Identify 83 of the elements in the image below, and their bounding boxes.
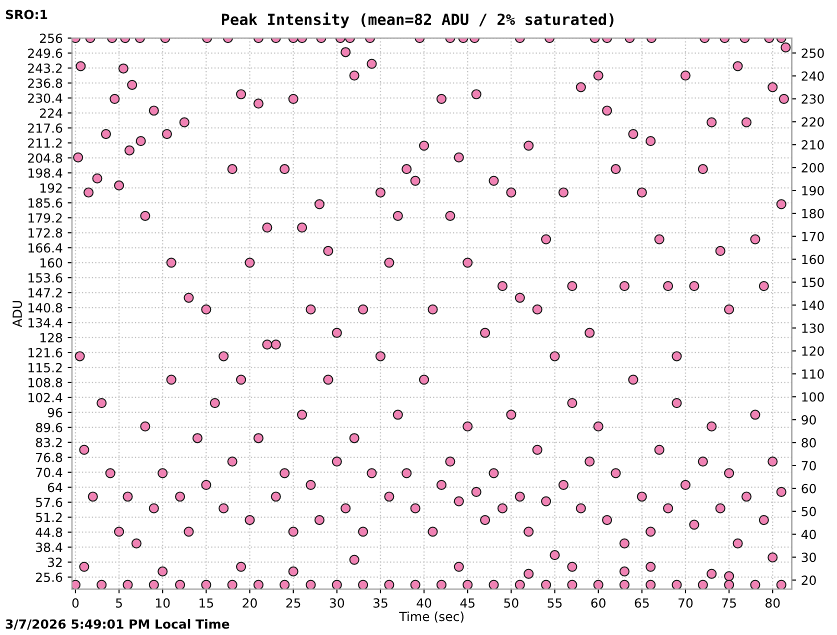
y-tick-label: 51.2 — [36, 512, 62, 522]
x-tick-label: 75 — [722, 598, 736, 608]
y-tick-label: 128 — [40, 333, 62, 342]
y2-tick-label: 30 — [802, 552, 816, 562]
y2-tick-label: 60 — [802, 484, 816, 494]
y-tick-label: 96 — [48, 408, 62, 418]
x-tick-label: 25 — [286, 598, 300, 608]
y-tick-label: 185.6 — [28, 198, 62, 208]
y2-tick-label: 110 — [802, 369, 824, 379]
x-tick-label: 55 — [548, 598, 562, 608]
y2-tick-label: 150 — [802, 278, 824, 288]
y-tick-label: 140.8 — [28, 303, 62, 313]
y-tick-label: 115.2 — [28, 362, 62, 372]
y-tick-label: 160 — [40, 258, 62, 268]
x-tick-label: 35 — [373, 598, 388, 608]
y-tick-label: 64 — [48, 482, 62, 492]
y-tick-label: 256 — [40, 34, 62, 44]
y2-tick-label: 70 — [802, 460, 816, 470]
x-tick-label: 60 — [591, 598, 606, 608]
x-tick-label: 5 — [116, 598, 122, 608]
y-tick-label: 192 — [40, 183, 62, 193]
y2-tick-label: 50 — [802, 506, 816, 516]
y-tick-label: 32 — [48, 558, 62, 568]
y2-tick-label: 130 — [802, 323, 824, 333]
y-tick-label: 249.6 — [28, 48, 62, 58]
y-tick-label: 121.6 — [28, 348, 62, 358]
y-tick-label: 166.4 — [28, 243, 62, 253]
y2-tick-label: 210 — [802, 140, 824, 150]
y-tick-label: 83.2 — [36, 438, 62, 448]
text: SRO:1 — [6, 10, 48, 20]
y2-tick-label: 40 — [801, 530, 816, 540]
y-tick-label: 198.4 — [28, 168, 62, 178]
x-tick-label: 10 — [156, 598, 170, 608]
y2-tick-label: 250 — [802, 48, 824, 58]
y-tick-label: 147.2 — [28, 288, 62, 298]
x-tick-label: 65 — [634, 598, 649, 608]
x-tick-label: 15 — [200, 598, 214, 608]
y-tick-label: 172.8 — [28, 228, 62, 238]
y-tick-label: 44.8 — [36, 528, 62, 538]
chart-title: Peak Intensity (mean=82 ADU / 2% saturated) — [222, 12, 614, 28]
y-tick-label: 134.4 — [28, 318, 62, 328]
y-tick-label: 217.6 — [28, 123, 62, 133]
y2-tick-label: 230 — [802, 94, 824, 104]
y-tick-label: 224 — [40, 108, 62, 118]
y-tick-label: 108.8 — [28, 378, 62, 388]
y2-tick-label: 160 — [802, 254, 824, 264]
y-tick-label: 204.8 — [28, 153, 62, 163]
y2-tick-label: 100 — [802, 392, 824, 402]
y2-tick-label: 180 — [802, 208, 824, 218]
y-tick-label: 153.6 — [28, 273, 62, 283]
x-tick-label: 40 — [416, 598, 432, 608]
y2-tick-label: 80 — [802, 438, 816, 448]
y2-tick-label: 90 — [802, 415, 816, 425]
y2-tick-label: 20 — [802, 576, 816, 586]
y-tick-label: 230.4 — [28, 93, 62, 103]
y2-tick-label: 140 — [802, 300, 824, 310]
x-axis-title: Time (sec) — [399, 612, 464, 623]
y-axis-title: ADU — [12, 300, 22, 328]
y2-tick-label: 190 — [802, 186, 824, 196]
y2-tick-label: 170 — [802, 232, 824, 242]
y-tick-label: 236.8 — [28, 78, 62, 88]
x-tick-label: 0 — [72, 598, 79, 608]
y-tick-label: 89.6 — [36, 422, 62, 432]
y2-tick-label: 220 — [802, 117, 824, 127]
y-tick-label: 211.2 — [28, 138, 62, 148]
y-tick-label: 102.4 — [28, 392, 62, 402]
x-tick-label: 45 — [460, 598, 474, 608]
text: 3/7/2026 5:49:01 PM Local Time — [6, 619, 230, 630]
x-tick-label: 80 — [766, 598, 780, 608]
x-tick-label: 70 — [678, 598, 693, 608]
y-tick-label: 57.6 — [36, 498, 62, 508]
y2-tick-label: 240 — [802, 71, 824, 81]
x-tick-label: 30 — [330, 598, 344, 608]
y2-tick-label: 200 — [802, 163, 824, 173]
y-tick-label: 70.4 — [36, 468, 62, 478]
y-tick-label: 243.2 — [28, 64, 62, 73]
y-tick-label: 76.8 — [36, 452, 62, 462]
y-tick-label: 38.4 — [36, 542, 62, 552]
x-tick-label: 50 — [504, 598, 518, 608]
y2-tick-label: 120 — [802, 346, 824, 356]
x-tick-label: 20 — [242, 598, 257, 608]
y-tick-label: 179.2 — [28, 213, 62, 223]
y-tick-label: 25.6 — [36, 572, 62, 582]
